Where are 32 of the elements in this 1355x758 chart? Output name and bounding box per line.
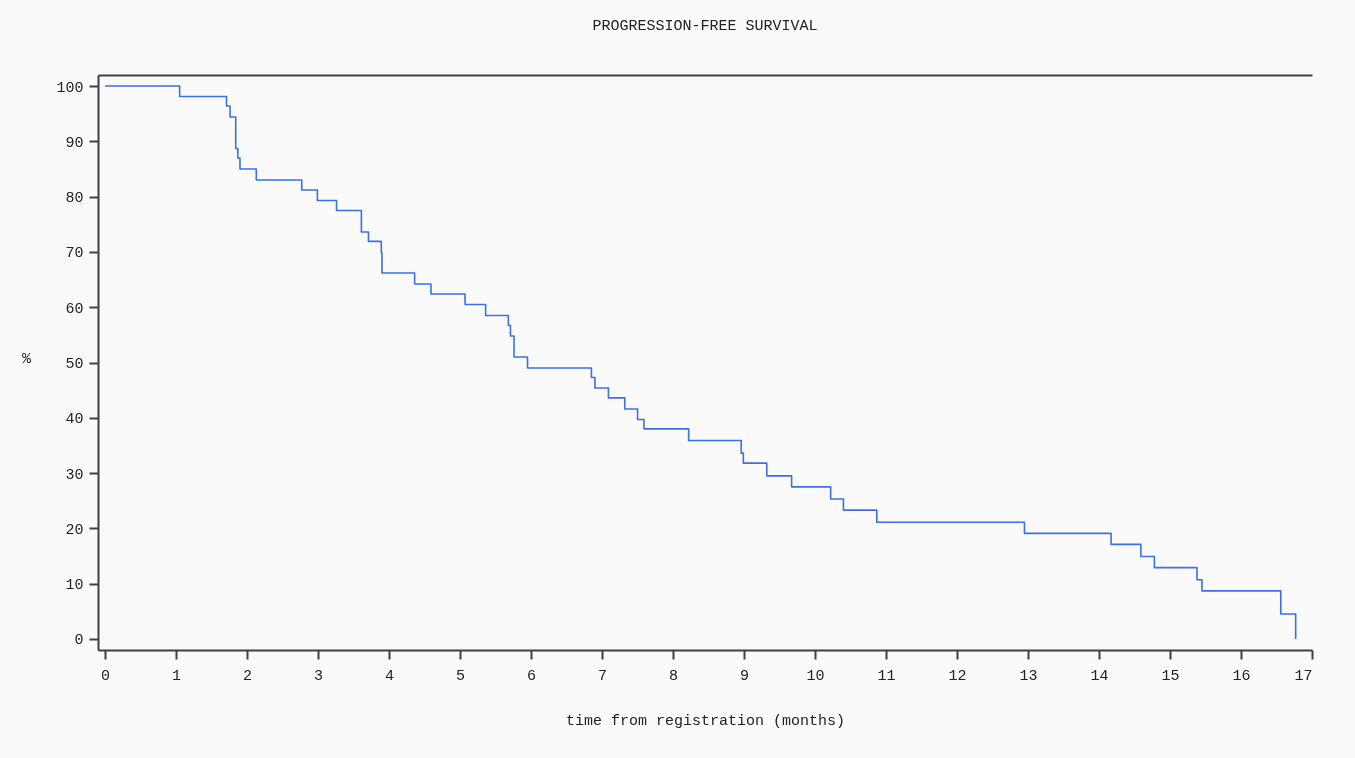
y-tick-label: 90: [65, 134, 84, 152]
x-tick-label: 6: [527, 667, 537, 685]
x-tick-label: 11: [877, 667, 896, 685]
x-tick-label: 5: [456, 667, 466, 685]
x-tick-label: 16: [1232, 667, 1251, 685]
chart-title: PROGRESSION-FREE SURVIVAL: [592, 18, 818, 35]
y-tick-label: 70: [65, 245, 84, 263]
x-tick-label: 4: [385, 667, 395, 685]
y-tick-label: 0: [74, 632, 84, 650]
y-axis-title: %: [21, 350, 32, 368]
x-axis-title: time from registration (months): [565, 712, 846, 730]
y-tick-label: 80: [65, 190, 84, 208]
x-tick-label: 14: [1090, 667, 1109, 685]
y-tick-label: 50: [65, 356, 84, 373]
y-tick-label: 60: [65, 300, 84, 318]
y-tick-label: 10: [65, 577, 84, 595]
y-tick-label: 30: [65, 466, 84, 484]
x-tick-label: 13: [1019, 667, 1038, 685]
x-tick-label: 10: [806, 667, 825, 685]
x-tick-label: 15: [1161, 667, 1180, 685]
x-tick-label: 8: [669, 667, 679, 685]
x-tick-label: 3: [314, 667, 324, 685]
x-tick-label: 0: [101, 667, 111, 685]
y-tick-label: 20: [65, 521, 84, 539]
x-tick-label: 1: [172, 667, 182, 685]
y-tick-label: 100: [56, 79, 84, 97]
x-tick-label: 2: [243, 667, 253, 685]
x-tick-label: 7: [598, 667, 608, 685]
x-tick-label: 9: [740, 667, 750, 685]
x-tick-label: 12: [948, 667, 967, 685]
x-tick-label: 17: [1294, 667, 1313, 685]
y-tick-label: 40: [65, 411, 84, 429]
